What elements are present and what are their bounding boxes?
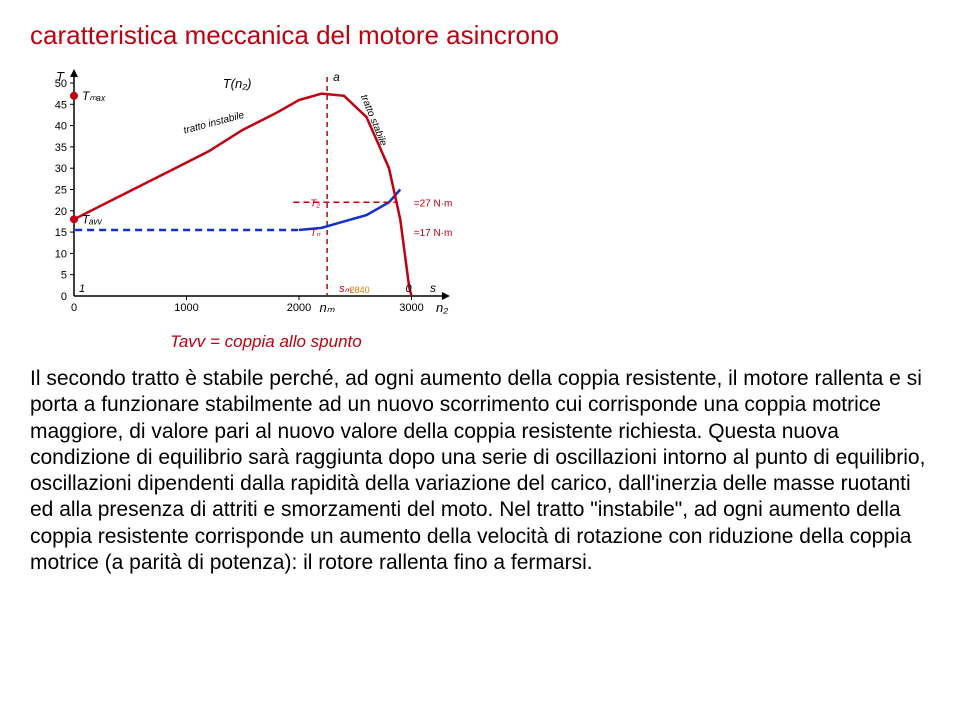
svg-text:tratto stabile: tratto stabile bbox=[358, 93, 389, 148]
svg-text:2000: 2000 bbox=[287, 302, 311, 314]
svg-text:1000: 1000 bbox=[174, 302, 198, 314]
svg-text:1: 1 bbox=[79, 283, 85, 295]
svg-text:3000: 3000 bbox=[399, 302, 423, 314]
chart-caption: Tavv = coppia allo spunto bbox=[170, 332, 929, 352]
svg-text:T(n₂): T(n₂) bbox=[223, 76, 252, 91]
svg-text:5: 5 bbox=[61, 270, 67, 282]
svg-text:Tₘₐₓ: Tₘₐₓ bbox=[82, 89, 106, 103]
chart-container: 051015202530354045500100020003000Tn₂nₘaT… bbox=[36, 69, 929, 324]
svg-text:s: s bbox=[430, 281, 436, 295]
svg-text:=27 N·m: =27 N·m bbox=[414, 198, 453, 209]
page-title: caratteristica meccanica del motore asin… bbox=[30, 20, 929, 51]
svg-text:40: 40 bbox=[55, 121, 67, 133]
svg-text:=17 N·m: =17 N·m bbox=[414, 228, 453, 239]
body-paragraph: Il secondo tratto è stabile perché, ad o… bbox=[30, 366, 929, 576]
torque-speed-chart: 051015202530354045500100020003000Tn₂nₘaT… bbox=[36, 69, 456, 324]
svg-text:20: 20 bbox=[55, 206, 67, 218]
svg-text:30: 30 bbox=[55, 163, 67, 175]
svg-text:0: 0 bbox=[61, 291, 67, 303]
svg-text:35: 35 bbox=[55, 142, 67, 154]
svg-text:15: 15 bbox=[55, 227, 67, 239]
svg-text:nₘ: nₘ bbox=[319, 300, 335, 315]
svg-text:2840: 2840 bbox=[350, 285, 370, 295]
svg-text:25: 25 bbox=[55, 185, 67, 197]
svg-text:T₂: T₂ bbox=[310, 198, 320, 209]
svg-text:45: 45 bbox=[55, 99, 67, 111]
svg-text:10: 10 bbox=[55, 248, 67, 260]
svg-text:a: a bbox=[333, 70, 340, 84]
svg-text:Tₙ: Tₙ bbox=[310, 228, 321, 239]
svg-text:n₂: n₂ bbox=[436, 300, 448, 315]
svg-text:0: 0 bbox=[71, 302, 77, 314]
svg-text:Tₐᵥᵥ: Tₐᵥᵥ bbox=[82, 212, 103, 226]
svg-text:0: 0 bbox=[406, 283, 413, 295]
svg-text:T: T bbox=[56, 69, 65, 84]
